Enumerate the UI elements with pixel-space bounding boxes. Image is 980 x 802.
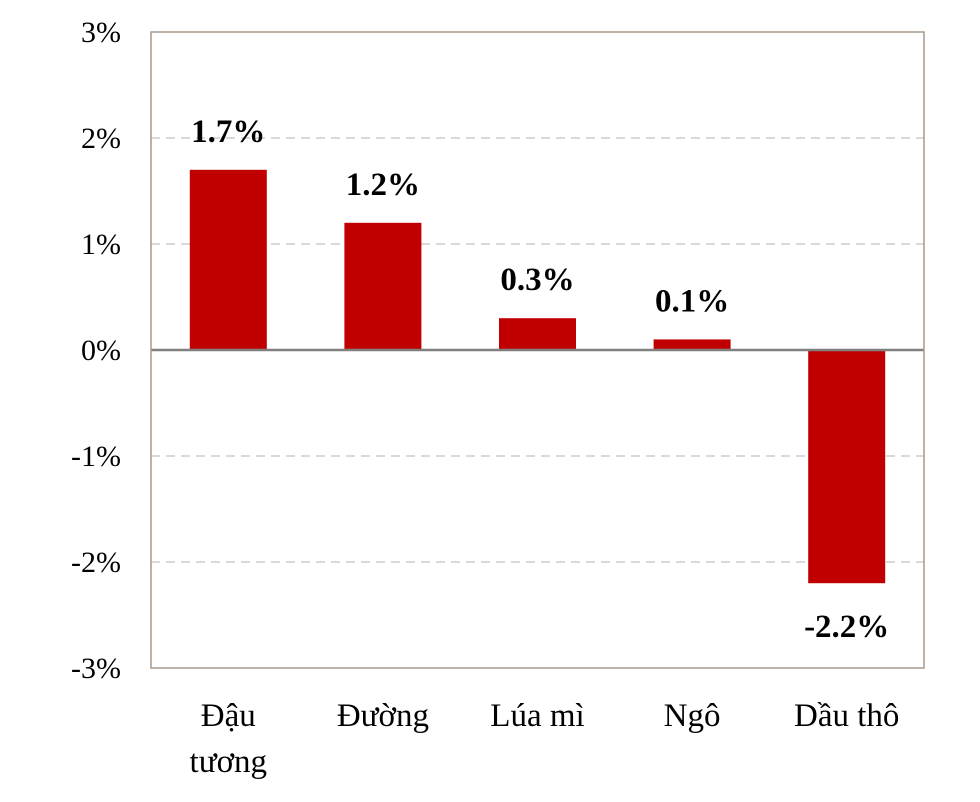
data-label: 0.3% — [500, 262, 574, 298]
category-label: Dầu thô — [794, 698, 899, 734]
y-axis-tick-labels: 3% 2% 1% 0% -1% -2% -3% — [71, 16, 121, 685]
category-label: Lúa mì — [490, 698, 584, 734]
data-label: 0.1% — [655, 283, 729, 319]
y-tick-label: 1% — [81, 228, 121, 261]
data-label: -2.2% — [804, 609, 889, 645]
y-tick-label: 2% — [81, 122, 121, 155]
bars — [189, 169, 886, 584]
y-tick-label: -1% — [71, 440, 121, 473]
bar — [344, 222, 422, 350]
bar — [189, 169, 267, 350]
y-tick-label: -2% — [71, 546, 121, 579]
y-tick-label: -3% — [71, 652, 121, 685]
category-label: Đường — [337, 698, 429, 734]
gridlines — [151, 137, 924, 563]
y-tick-label: 3% — [81, 16, 121, 49]
category-label: Ngô — [664, 698, 721, 734]
category-label: Đậu — [201, 698, 256, 734]
x-axis-category-labels: Đậu tương Đường Lúa mì Ngô Dầu thô — [190, 698, 900, 780]
bar — [653, 339, 731, 350]
plot-frame — [150, 31, 925, 669]
category-label: tương — [190, 744, 268, 780]
data-labels: 1.7% 1.2% 0.3% 0.1% -2.2% — [191, 114, 889, 645]
bar — [808, 350, 886, 584]
data-label: 1.2% — [346, 167, 420, 203]
data-label: 1.7% — [191, 114, 265, 150]
plot-border — [150, 31, 925, 669]
bar — [499, 318, 576, 350]
y-tick-label: 0% — [81, 334, 121, 367]
